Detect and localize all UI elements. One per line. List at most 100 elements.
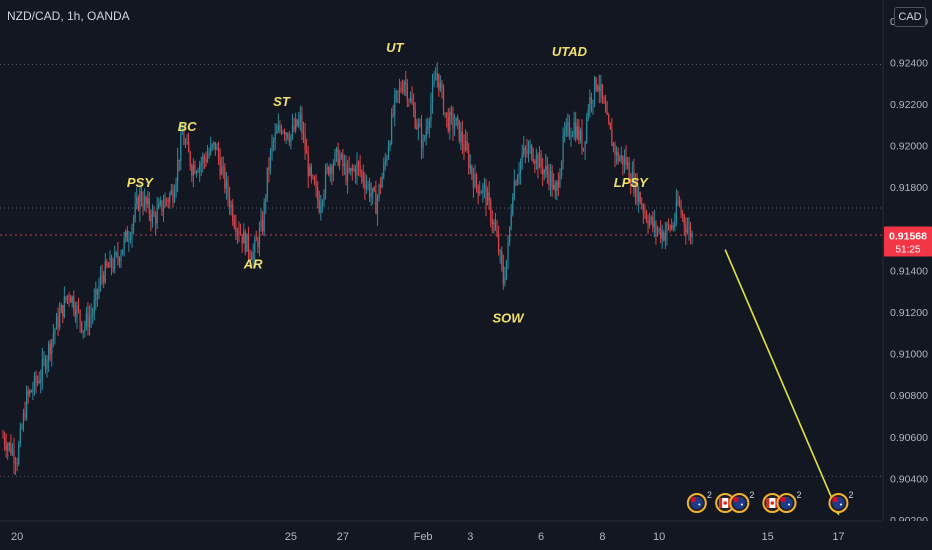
candle-body [150,214,152,222]
candle-body [183,133,185,145]
candle-body [409,97,412,101]
candle-body [436,73,438,80]
candle-body [548,173,550,186]
candle-body [656,230,659,233]
last-price-value: 0.91568 [889,230,927,242]
candle-body [170,190,172,195]
candle-body [647,220,649,226]
candle-body [685,224,687,233]
candle-body [593,77,596,101]
candle-body [631,171,633,185]
candle-body [691,232,693,238]
candle-body [324,170,327,194]
candle-body [420,126,423,149]
nz-flag-union [832,497,838,502]
x-tick-label: 25 [285,531,297,543]
candle-body [77,305,80,311]
candle-body [620,155,622,159]
candle-body [619,158,621,162]
candle-body [260,219,262,229]
y-tick-label: 0.91400 [890,265,928,277]
candle-body [255,239,257,241]
candle-body [173,192,176,202]
candle-body [62,305,64,317]
candle-body [145,197,147,204]
candle-body [455,117,457,126]
nz-flag-event-icon[interactable]: 2 [686,490,712,513]
candle-body [70,296,72,303]
nz-flag-event-icon[interactable]: 2 [828,490,853,513]
candle-body [391,113,393,143]
candle-body [630,178,632,185]
candle-body [551,170,553,189]
candle-body [609,123,611,130]
candle-body [381,176,383,188]
candle-body [317,187,319,200]
candle-body [151,210,154,222]
candle-body [576,126,578,139]
candle-body [683,215,685,225]
candle-body [26,391,28,418]
candle-body [653,222,655,228]
candle-body [345,164,347,182]
candle-body [571,134,574,137]
candle-body [284,131,286,136]
candle-body [103,275,105,283]
candle-body [66,295,69,300]
candle-body [22,413,25,428]
ca-flag-event-icon[interactable] [715,493,736,513]
candle-body [582,147,585,150]
candle-body [2,436,4,438]
candle-body [579,130,582,141]
wyckoff-label-utad: UTAD [552,44,588,59]
candle-body [114,253,116,269]
candle-body [549,170,552,186]
candle-body [254,239,256,253]
candle-body [219,158,221,175]
candle-body [617,151,619,162]
candle-body [230,204,232,208]
candle-body [564,130,566,136]
candle-body [266,167,268,198]
candle-body [140,190,143,203]
candle-body [123,237,125,250]
currency-badge[interactable]: CAD [894,7,926,27]
y-tick-label: 0.90400 [890,473,928,485]
candle-body [527,147,530,154]
candle-body [483,184,486,187]
candle-body [376,197,379,214]
wyckoff-label-ut: UT [386,40,404,55]
candle-body [241,234,243,244]
candle-body [606,111,608,116]
candle-body [217,147,220,159]
candle-body [59,312,61,328]
candle-body [403,82,405,92]
candle-body [477,185,479,195]
candle-body [232,204,234,222]
candle-body [189,152,191,167]
x-tick-label: 3 [467,531,473,543]
candle-body [239,234,242,236]
candle-body [372,187,374,195]
candle-body [612,143,615,147]
candle-body [320,205,322,213]
candle-body [337,147,339,165]
candle-body [518,172,520,179]
candle-body [502,264,504,284]
candle-body [227,180,229,197]
candle-body [3,436,6,445]
candle-body [274,133,276,141]
nz-flag-event-icon[interactable]: 2 [776,490,802,513]
candle-body [213,142,215,145]
candle-body [202,156,204,164]
candle-body [383,163,385,177]
candle-body [554,184,556,192]
candle-body [359,165,361,172]
candle-body [57,316,59,328]
candle-body [326,167,328,171]
candle-body [562,135,564,162]
nz-flag-event-icon[interactable]: 2 [729,490,754,513]
candle-body [271,141,273,151]
candle-body [236,230,239,233]
